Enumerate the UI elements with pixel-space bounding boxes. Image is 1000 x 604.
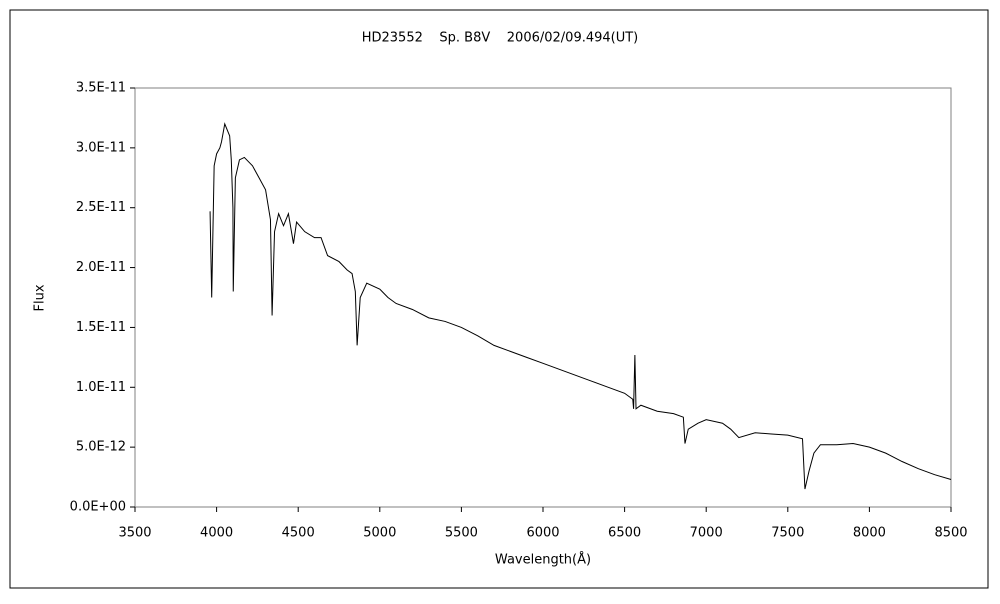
x-tick-label: 6000 (526, 526, 559, 541)
y-axis-label: Flux (33, 284, 48, 311)
x-tick-label: 4500 (282, 526, 315, 541)
y-tick-label: 1.5E-11 (76, 320, 126, 335)
x-tick-label: 8500 (934, 526, 967, 541)
x-tick-label: 7500 (771, 526, 804, 541)
y-tick-label: 2.5E-11 (76, 200, 126, 215)
x-tick-label: 5000 (363, 526, 396, 541)
x-axis-label: Wavelength(Å) (495, 552, 591, 568)
chart-title: HD23552 Sp. B8V 2006/02/09.494(UT) (362, 31, 639, 46)
x-tick-label: 7000 (690, 526, 723, 541)
y-tick-label: 3.0E-11 (76, 140, 126, 155)
x-tick-label: 6500 (608, 526, 641, 541)
x-tick-label: 8000 (853, 526, 886, 541)
y-tick-label: 3.5E-11 (76, 81, 126, 96)
y-tick-label: 0.0E+00 (70, 500, 126, 515)
y-tick-label: 5.0E-12 (76, 440, 126, 455)
y-tick-label: 1.0E-11 (76, 380, 126, 395)
x-tick-label: 4000 (200, 526, 233, 541)
spectrum-line (209, 122, 952, 490)
x-tick-label: 3500 (118, 526, 151, 541)
x-tick-label: 5500 (445, 526, 478, 541)
y-tick-label: 2.0E-11 (76, 260, 126, 275)
chart-border (9, 9, 989, 589)
